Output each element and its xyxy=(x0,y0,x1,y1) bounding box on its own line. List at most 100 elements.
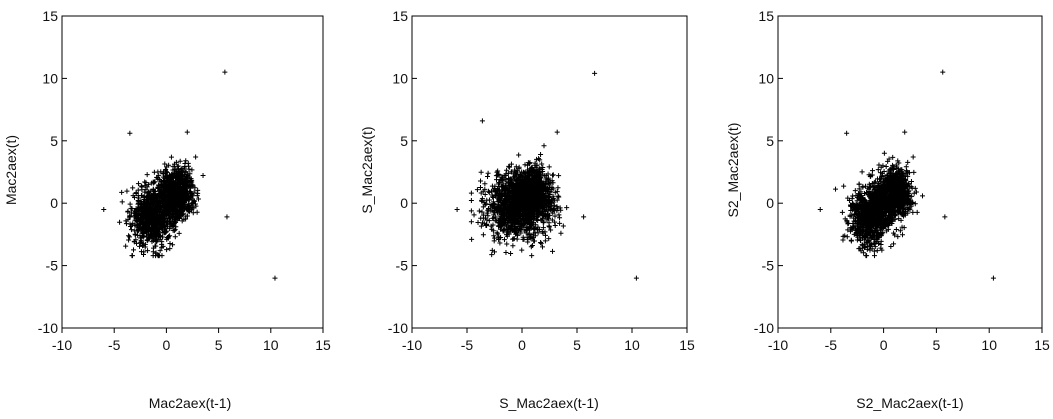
data-point xyxy=(529,244,534,249)
y-tick-label: -5 xyxy=(396,258,409,274)
x-tick-label: 15 xyxy=(679,337,695,353)
data-point xyxy=(845,234,850,239)
data-point xyxy=(481,232,486,237)
data-point xyxy=(864,253,869,258)
data-point xyxy=(891,241,896,246)
data-point xyxy=(552,214,557,219)
data-points xyxy=(101,70,277,281)
data-point xyxy=(167,241,172,246)
data-point xyxy=(469,198,474,203)
data-point xyxy=(510,243,515,248)
plot-frame xyxy=(412,16,687,328)
data-point xyxy=(167,246,172,251)
data-point xyxy=(550,249,555,254)
y-tick-label: -10 xyxy=(388,320,408,336)
x-tick-label: -5 xyxy=(461,337,474,353)
x-tick-label: -5 xyxy=(825,337,838,353)
data-point xyxy=(529,253,534,258)
data-point xyxy=(542,143,547,148)
data-point xyxy=(920,193,925,198)
data-point xyxy=(555,185,560,190)
data-point xyxy=(185,130,190,135)
data-point xyxy=(850,194,855,199)
data-points xyxy=(818,70,996,281)
data-point xyxy=(120,199,125,204)
data-point xyxy=(169,155,174,160)
data-point xyxy=(530,243,535,248)
data-point xyxy=(196,196,201,201)
data-point xyxy=(525,239,530,244)
data-point xyxy=(557,215,562,220)
y-axis-label: S_Mac2aex(t) xyxy=(359,126,375,213)
y-tick-label: 10 xyxy=(42,70,58,86)
x-tick-label: 0 xyxy=(880,337,888,353)
data-point xyxy=(556,173,561,178)
data-point xyxy=(487,218,492,223)
data-point xyxy=(485,213,490,218)
data-point xyxy=(849,238,854,243)
data-point xyxy=(479,170,484,175)
data-point xyxy=(152,170,157,175)
data-point xyxy=(476,220,481,225)
data-point xyxy=(127,131,132,136)
data-point xyxy=(145,172,150,177)
x-tick-label: -10 xyxy=(402,337,422,353)
data-point xyxy=(469,191,474,196)
y-tick-label: -10 xyxy=(38,320,58,336)
data-point xyxy=(515,237,520,242)
data-point xyxy=(841,184,846,189)
data-point xyxy=(479,224,484,229)
data-point xyxy=(551,172,556,177)
data-point xyxy=(469,237,474,242)
data-point xyxy=(504,241,509,246)
data-point xyxy=(555,130,560,135)
data-point xyxy=(538,240,543,245)
data-point xyxy=(840,210,845,215)
plot-frame xyxy=(62,16,323,328)
x-tick-label: 15 xyxy=(1034,337,1050,353)
data-point xyxy=(581,214,586,219)
data-point xyxy=(547,164,552,169)
data-point xyxy=(469,219,474,224)
data-point xyxy=(478,178,483,183)
x-axis-label: S2_Mac2aex(t-1) xyxy=(856,395,963,411)
data-point xyxy=(492,238,497,243)
x-axis-label: S_Mac2aex(t-1) xyxy=(499,395,599,411)
data-point xyxy=(547,224,552,229)
data-point xyxy=(472,212,477,217)
data-point xyxy=(141,249,146,254)
y-tick-label: 0 xyxy=(50,195,58,211)
x-tick-label: 0 xyxy=(518,337,526,353)
data-point xyxy=(170,242,175,247)
data-point xyxy=(561,223,566,228)
data-point xyxy=(272,276,277,281)
data-point xyxy=(833,187,838,192)
data-point xyxy=(177,231,182,236)
y-tick-label: -5 xyxy=(46,258,59,274)
data-point xyxy=(183,158,188,163)
data-point xyxy=(870,168,875,173)
data-point xyxy=(884,164,889,169)
data-point xyxy=(503,250,508,255)
data-point xyxy=(558,205,563,210)
data-point xyxy=(126,233,131,238)
data-point xyxy=(455,207,460,212)
x-tick-label: 5 xyxy=(215,337,223,353)
x-tick-label: 15 xyxy=(315,337,331,353)
data-point xyxy=(489,252,494,257)
data-point xyxy=(469,208,474,213)
data-point xyxy=(224,214,229,219)
data-point xyxy=(860,169,865,174)
data-point xyxy=(195,210,200,215)
y-tick-label: 5 xyxy=(50,133,58,149)
y-tick-label: 0 xyxy=(400,195,408,211)
data-point xyxy=(557,221,562,226)
plot-frame xyxy=(778,16,1042,328)
x-tick-label: 0 xyxy=(163,337,171,353)
data-point xyxy=(564,205,569,210)
y-axis-label: Mac2aex(t) xyxy=(3,135,19,205)
data-point xyxy=(145,248,150,253)
x-tick-label: 5 xyxy=(573,337,581,353)
